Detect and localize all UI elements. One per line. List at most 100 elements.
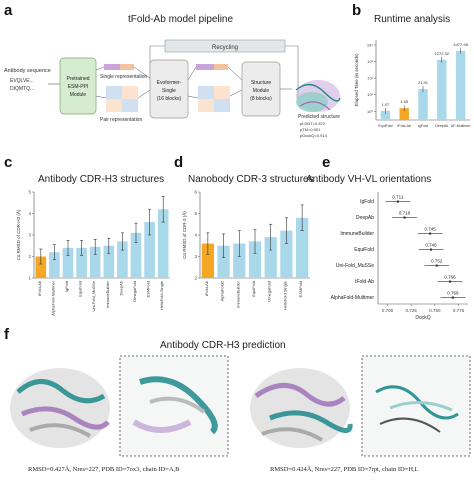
bar <box>217 245 230 278</box>
sm-label-1: Structure <box>251 80 272 86</box>
panel-letter-b: b <box>352 2 362 19</box>
y-axis-label: Cα RMSD of CDR-3 (Å) <box>181 211 187 259</box>
x-tick-label: ImmuneBuilder <box>235 280 240 308</box>
bar <box>437 59 447 120</box>
x-tick-label: HelixFold-Single <box>159 280 164 310</box>
panel-b-title: Runtime analysis <box>374 14 451 25</box>
bar <box>130 232 142 278</box>
bar <box>103 245 115 278</box>
plm-label-2: ESM-PPI <box>68 84 89 90</box>
panel-letter-d: d <box>174 154 184 171</box>
evoformer-label-3: (16 blocks) <box>157 96 182 102</box>
bar <box>280 230 293 278</box>
y-tick-label: 4 <box>28 211 31 216</box>
bar <box>76 247 87 278</box>
bar <box>233 243 246 278</box>
x-tick-label: 0.750 <box>429 308 441 313</box>
chart-runtime: 10⁰ 10¹ 10² 10³ 10⁴ Elapsed Time (in seconds)… <box>354 40 471 128</box>
y-tick-label: 10² <box>367 76 373 81</box>
data-label: 0.752 <box>431 259 443 264</box>
bar <box>62 247 74 278</box>
panel-e-title: Antibody VH-VL orientations <box>306 174 432 185</box>
bar <box>49 252 60 278</box>
bar <box>264 237 277 278</box>
structure-left <box>10 368 110 448</box>
evoformer-label-2: Single <box>162 88 176 94</box>
method-label: tFold-Ab <box>355 279 374 285</box>
method-label: IgFold <box>360 199 374 205</box>
caption-left: RMSD=0.427Å, Nres=227, PDB ID=7ox3, chai… <box>28 466 180 473</box>
y-tick-label: 1 <box>28 276 31 281</box>
pair-rep-grid <box>106 86 138 112</box>
y-tick-label: 10¹ <box>367 92 373 97</box>
chart-cdrh3: 1 2 3 4 5 Cα RMSD of CDR-H3 (Å) tFold-Ab AlphaF… <box>15 190 170 316</box>
panel-f-title: Antibody CDR-H3 prediction <box>160 340 286 351</box>
pred-metric-2: pTM=0.901 <box>300 127 321 132</box>
x-tick-label: DeepAb <box>435 124 448 128</box>
point <box>448 280 452 283</box>
panel-d-title: Nanobody CDR-3 structures <box>188 174 314 185</box>
structure-images <box>10 355 471 457</box>
panel-a-title: tFold-Ab model pipeline <box>128 14 234 25</box>
y-tick-label: 5 <box>28 190 31 195</box>
point <box>451 296 455 299</box>
sequence-line-1: EVQLVE... <box>10 78 34 84</box>
y-tick-label: 2 <box>194 276 197 281</box>
y-tick-label: 6 <box>194 190 197 195</box>
data-label: 0.711 <box>392 195 403 200</box>
evoformer-label-1: Evoformer- <box>157 80 182 86</box>
data-label: 1272.32 <box>435 51 450 56</box>
x-tick-label: ESMFold <box>146 281 151 297</box>
data-label: 0.746 <box>425 243 437 248</box>
y-tick-label: 4 <box>194 233 197 238</box>
y-tick-label: 10³ <box>367 59 373 64</box>
point <box>403 216 406 219</box>
x-tick-label: IgFold <box>64 281 69 292</box>
method-label: AlphaFold-Multimer <box>331 295 375 301</box>
point <box>429 248 433 251</box>
x-tick-label: tFold-Ab <box>204 280 209 296</box>
y-tick-label: 10⁰ <box>367 109 373 114</box>
bar <box>35 256 47 278</box>
x-tick-label: EquiFold <box>78 281 83 297</box>
method-label: ImmuneBuilder <box>340 231 374 237</box>
panel-letter-f: f <box>4 326 9 343</box>
data-label: 1.07 <box>382 102 391 107</box>
bar <box>201 243 214 278</box>
structure-right <box>250 368 353 448</box>
plm-label-3: Module <box>70 92 87 98</box>
x-tick-label: Uni-Fold_MuSSe <box>91 280 96 311</box>
pred-metric-3: pDockQ=0.914 <box>300 133 328 138</box>
bar <box>418 89 428 120</box>
bar <box>117 241 128 278</box>
sm-label-3: (8 blocks) <box>250 96 272 102</box>
single-rep-bar-2 <box>120 64 134 70</box>
bar <box>455 50 466 120</box>
x-tick-label: AlphaFold-Multimer <box>50 280 55 315</box>
x-tick-label: OmegaFold <box>267 281 272 302</box>
zoom-box-left <box>119 355 229 457</box>
bar <box>380 110 391 120</box>
panel-c-title: Antibody CDR-H3 structures <box>38 174 165 185</box>
y-axis-label: Cα RMSD of CDR-H3 (Å) <box>15 209 21 260</box>
panel-letter-e: e <box>322 154 331 171</box>
x-tick-label: 0.700 <box>382 308 394 313</box>
point <box>428 232 432 235</box>
bar <box>144 222 155 278</box>
data-label: 0.766 <box>444 275 456 280</box>
x-tick-label: tFold-Ab <box>37 280 42 296</box>
y-tick-label: 5 <box>194 211 197 216</box>
x-tick-label: AlphaFold2 <box>220 280 225 301</box>
x-tick-label: DeepAb <box>118 280 123 295</box>
x-tick-label: IgFold <box>418 124 428 128</box>
pipeline-diagram: Recycling Antibody sequence EVQLVE... DI… <box>4 39 341 138</box>
y-tick-label: 2 <box>28 254 31 259</box>
x-tick-label: ESMFold <box>298 281 303 297</box>
pair-rep-grid-2 <box>198 86 230 112</box>
bar <box>157 209 169 278</box>
bar <box>296 217 309 278</box>
chart-nanobody: 2 3 4 5 6 Cα RMSD of CDR-3 (Å) tFold-Ab AlphaFo… <box>181 190 310 310</box>
data-label: 1.55 <box>400 99 409 104</box>
evoformer-box <box>149 59 189 119</box>
pred-structure-label: Predicted structure <box>298 114 340 120</box>
